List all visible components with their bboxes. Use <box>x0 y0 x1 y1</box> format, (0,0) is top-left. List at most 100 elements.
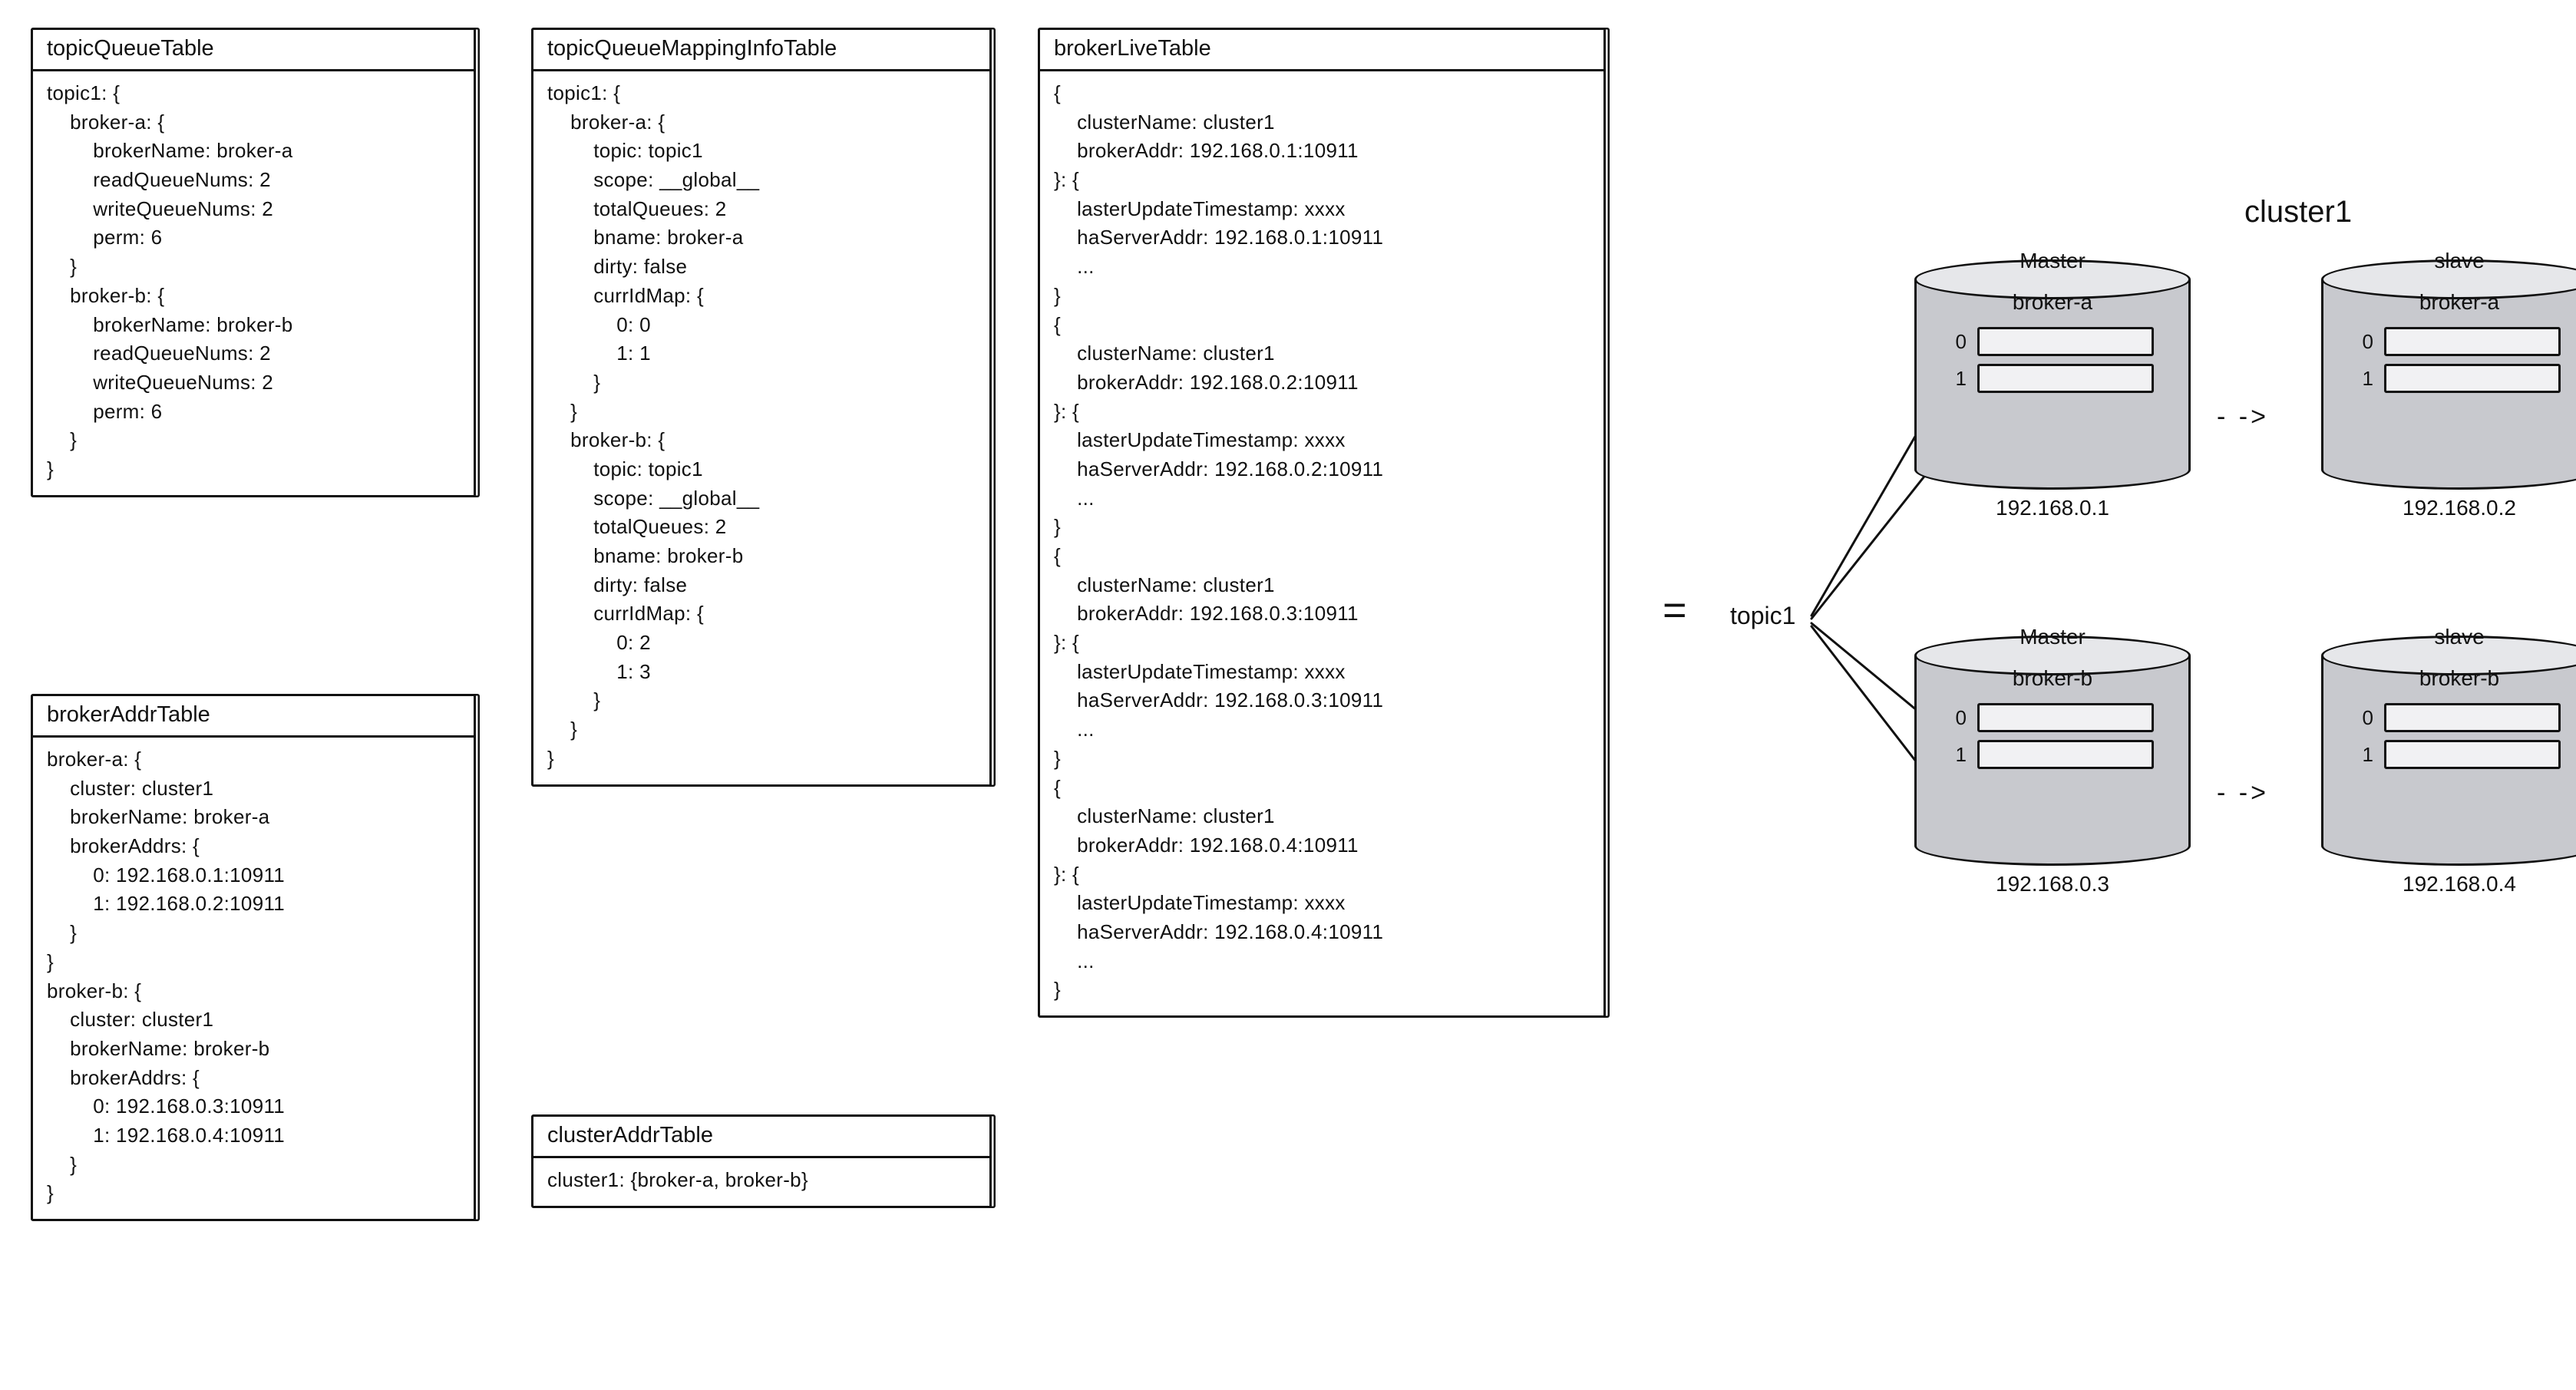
queue-row: 0 <box>1951 703 2154 732</box>
code-line: perm: 6 <box>47 223 460 253</box>
code-line: totalQueues: 2 <box>547 513 976 542</box>
code-line: } <box>1054 745 1590 774</box>
broker-ip-label: 192.168.0.3 <box>1914 872 2191 896</box>
code-line: }: { <box>1054 860 1590 890</box>
code-line: brokerAddrs: { <box>47 1064 460 1093</box>
code-line: { <box>1054 774 1590 803</box>
queue-index: 0 <box>1951 706 1967 730</box>
queue-slot-icon <box>1977 740 2154 769</box>
code-line: clusterName: cluster1 <box>1054 802 1590 831</box>
code-line: 0: 0 <box>547 311 976 340</box>
code-line: topic: topic1 <box>547 455 976 484</box>
code-line: clusterName: cluster1 <box>1054 108 1590 137</box>
code-line: } <box>1054 282 1590 311</box>
code-line: haServerAddr: 192.168.0.1:10911 <box>1054 223 1590 253</box>
queue-slot-icon <box>1977 327 2154 356</box>
queue-index: 1 <box>1951 743 1967 767</box>
queue-row: 1 <box>2358 740 2561 769</box>
queue-index: 0 <box>2358 706 2373 730</box>
code-line: perm: 6 <box>47 398 460 427</box>
code-line: lasterUpdateTimestamp: xxxx <box>1054 658 1590 687</box>
code-line: 1: 192.168.0.2:10911 <box>47 890 460 919</box>
code-line: 0: 192.168.0.1:10911 <box>47 861 460 890</box>
code-line: } <box>547 715 976 745</box>
code-line: lasterUpdateTimestamp: xxxx <box>1054 889 1590 918</box>
panel-cluster-addr-table: clusterAddrTable cluster1: {broker-a, br… <box>531 1114 992 1208</box>
code-line: haServerAddr: 192.168.0.2:10911 <box>1054 455 1590 484</box>
code-line: ... <box>1054 715 1590 745</box>
code-line: topic1: { <box>547 79 976 108</box>
code-line: haServerAddr: 192.168.0.3:10911 <box>1054 686 1590 715</box>
code-line: } <box>1054 976 1590 1005</box>
code-line: haServerAddr: 192.168.0.4:10911 <box>1054 918 1590 947</box>
broker-ip-label: 192.168.0.2 <box>2321 496 2576 520</box>
broker-role-label: slave <box>2321 249 2576 273</box>
broker-role-label: Master <box>1914 625 2191 649</box>
code-line: clusterName: cluster1 <box>1054 339 1590 368</box>
queue-slot-icon <box>1977 703 2154 732</box>
queue-index: 0 <box>1951 330 1967 354</box>
code-line: readQueueNums: 2 <box>47 339 460 368</box>
replication-arrow-icon: - -> <box>2217 778 2269 808</box>
panel-title: clusterAddrTable <box>533 1117 989 1158</box>
code-line: clusterName: cluster1 <box>1054 571 1590 600</box>
code-line: brokerAddrs: { <box>47 832 460 861</box>
code-line: } <box>47 948 460 977</box>
code-line: bname: broker-b <box>547 542 976 571</box>
queue-slot-icon <box>2384 703 2561 732</box>
cluster-label: cluster1 <box>2244 195 2352 229</box>
queue-index: 1 <box>2358 743 2373 767</box>
queue-index: 1 <box>2358 367 2373 391</box>
code-line: dirty: false <box>547 571 976 600</box>
code-line: brokerAddr: 192.168.0.4:10911 <box>1054 831 1590 860</box>
code-line: }: { <box>1054 629 1590 658</box>
queue-slot-icon <box>1977 364 2154 393</box>
code-line: writeQueueNums: 2 <box>47 368 460 398</box>
code-line: dirty: false <box>547 253 976 282</box>
cylinder-icon: broker-a 0 1 <box>1914 259 2191 490</box>
code-line: brokerAddr: 192.168.0.3:10911 <box>1054 599 1590 629</box>
broker-name-label: broker-a <box>2013 290 2092 315</box>
code-line: lasterUpdateTimestamp: xxxx <box>1054 426 1590 455</box>
code-line: brokerName: broker-b <box>47 1035 460 1064</box>
code-line: broker-a: { <box>47 745 460 774</box>
code-line: }: { <box>1054 398 1590 427</box>
panel-topic-queue-table: topicQueueTable topic1: { broker-a: { br… <box>31 28 476 497</box>
cylinder-icon: broker-b 0 1 <box>2321 636 2576 866</box>
code-line: } <box>547 686 976 715</box>
broker-role-label: slave <box>2321 625 2576 649</box>
queue-index: 1 <box>1951 367 1967 391</box>
code-line: broker-a: { <box>547 108 976 137</box>
code-line: brokerAddr: 192.168.0.2:10911 <box>1054 368 1590 398</box>
code-line: 1: 192.168.0.4:10911 <box>47 1121 460 1151</box>
code-line: } <box>47 1151 460 1180</box>
code-line: }: { <box>1054 166 1590 195</box>
queue-row: 0 <box>2358 703 2561 732</box>
code-line: } <box>547 398 976 427</box>
panel-broker-addr-table: brokerAddrTable broker-a: { cluster: clu… <box>31 694 476 1221</box>
code-line: lasterUpdateTimestamp: xxxx <box>1054 195 1590 224</box>
code-line: brokerName: broker-a <box>47 137 460 166</box>
cylinder-icon: broker-a 0 1 <box>2321 259 2576 490</box>
panel-body: broker-a: { cluster: cluster1 brokerName… <box>33 738 474 1219</box>
panel-title: topicQueueTable <box>33 30 474 71</box>
panel-broker-live-table: brokerLiveTable { clusterName: cluster1 … <box>1038 28 1606 1018</box>
code-line: } <box>547 745 976 774</box>
code-line: broker-a: { <box>47 108 460 137</box>
broker-name-label: broker-b <box>2013 666 2092 691</box>
code-line: brokerName: broker-a <box>47 803 460 832</box>
panel-title: topicQueueMappingInfoTable <box>533 30 989 71</box>
queue-row: 1 <box>2358 364 2561 393</box>
code-line: currIdMap: { <box>547 282 976 311</box>
code-line: brokerName: broker-b <box>47 311 460 340</box>
code-line: topic: topic1 <box>547 137 976 166</box>
queue-slot-icon <box>2384 740 2561 769</box>
code-line: ... <box>1054 947 1590 976</box>
code-line: } <box>547 368 976 398</box>
panel-title: brokerAddrTable <box>33 696 474 738</box>
code-line: cluster1: {broker-a, broker-b} <box>547 1166 976 1195</box>
code-line: ... <box>1054 253 1590 282</box>
code-line: } <box>47 919 460 948</box>
code-line: 0: 192.168.0.3:10911 <box>47 1092 460 1121</box>
code-line: ... <box>1054 484 1590 513</box>
